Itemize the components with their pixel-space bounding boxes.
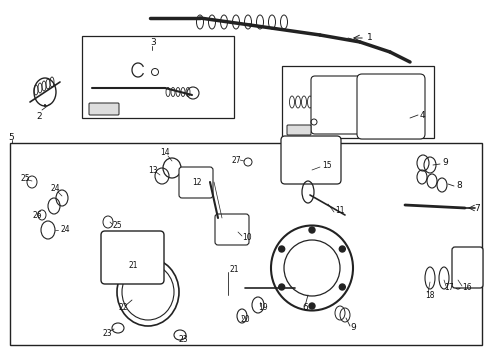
Text: 22: 22	[118, 303, 127, 312]
Text: 26: 26	[32, 211, 42, 220]
Text: 14: 14	[160, 148, 170, 157]
FancyBboxPatch shape	[357, 74, 425, 139]
Text: 27: 27	[232, 156, 242, 165]
Text: 24: 24	[50, 184, 60, 193]
Text: 9: 9	[350, 324, 356, 333]
Text: 12: 12	[192, 177, 201, 186]
Text: 6: 6	[302, 303, 308, 312]
FancyBboxPatch shape	[101, 231, 164, 284]
Circle shape	[279, 284, 285, 290]
FancyBboxPatch shape	[287, 125, 311, 135]
Bar	[10, 143, 482, 345]
Text: 8: 8	[456, 180, 462, 189]
FancyBboxPatch shape	[282, 66, 434, 138]
Circle shape	[339, 246, 345, 252]
Text: 9: 9	[442, 158, 448, 166]
Text: 3: 3	[150, 37, 156, 46]
Text: 10: 10	[242, 234, 252, 243]
FancyBboxPatch shape	[311, 76, 364, 134]
FancyBboxPatch shape	[82, 36, 234, 118]
Text: 4: 4	[420, 111, 426, 120]
Text: 18: 18	[425, 291, 435, 300]
Circle shape	[279, 246, 285, 252]
FancyBboxPatch shape	[281, 136, 341, 184]
Text: 23: 23	[102, 328, 112, 338]
FancyBboxPatch shape	[215, 214, 249, 245]
Text: 1: 1	[367, 33, 373, 42]
Text: 23: 23	[178, 336, 188, 345]
Text: 13: 13	[148, 166, 158, 175]
Text: 5: 5	[8, 134, 14, 143]
Text: 25: 25	[20, 174, 29, 183]
FancyBboxPatch shape	[89, 103, 119, 115]
Text: 17: 17	[444, 284, 454, 292]
Text: 15: 15	[322, 161, 332, 170]
Text: 7: 7	[474, 203, 480, 212]
Text: 11: 11	[335, 206, 344, 215]
Text: 16: 16	[462, 284, 471, 292]
Text: 25: 25	[112, 220, 122, 230]
Circle shape	[309, 227, 315, 233]
Text: 2: 2	[36, 112, 42, 121]
Text: 21: 21	[128, 261, 138, 270]
Circle shape	[309, 303, 315, 309]
Text: 20: 20	[240, 315, 249, 324]
Text: 19: 19	[258, 303, 268, 312]
FancyBboxPatch shape	[179, 167, 213, 198]
Text: 21: 21	[230, 266, 240, 275]
Circle shape	[339, 284, 345, 290]
Text: 24: 24	[60, 225, 70, 234]
FancyBboxPatch shape	[452, 247, 483, 288]
